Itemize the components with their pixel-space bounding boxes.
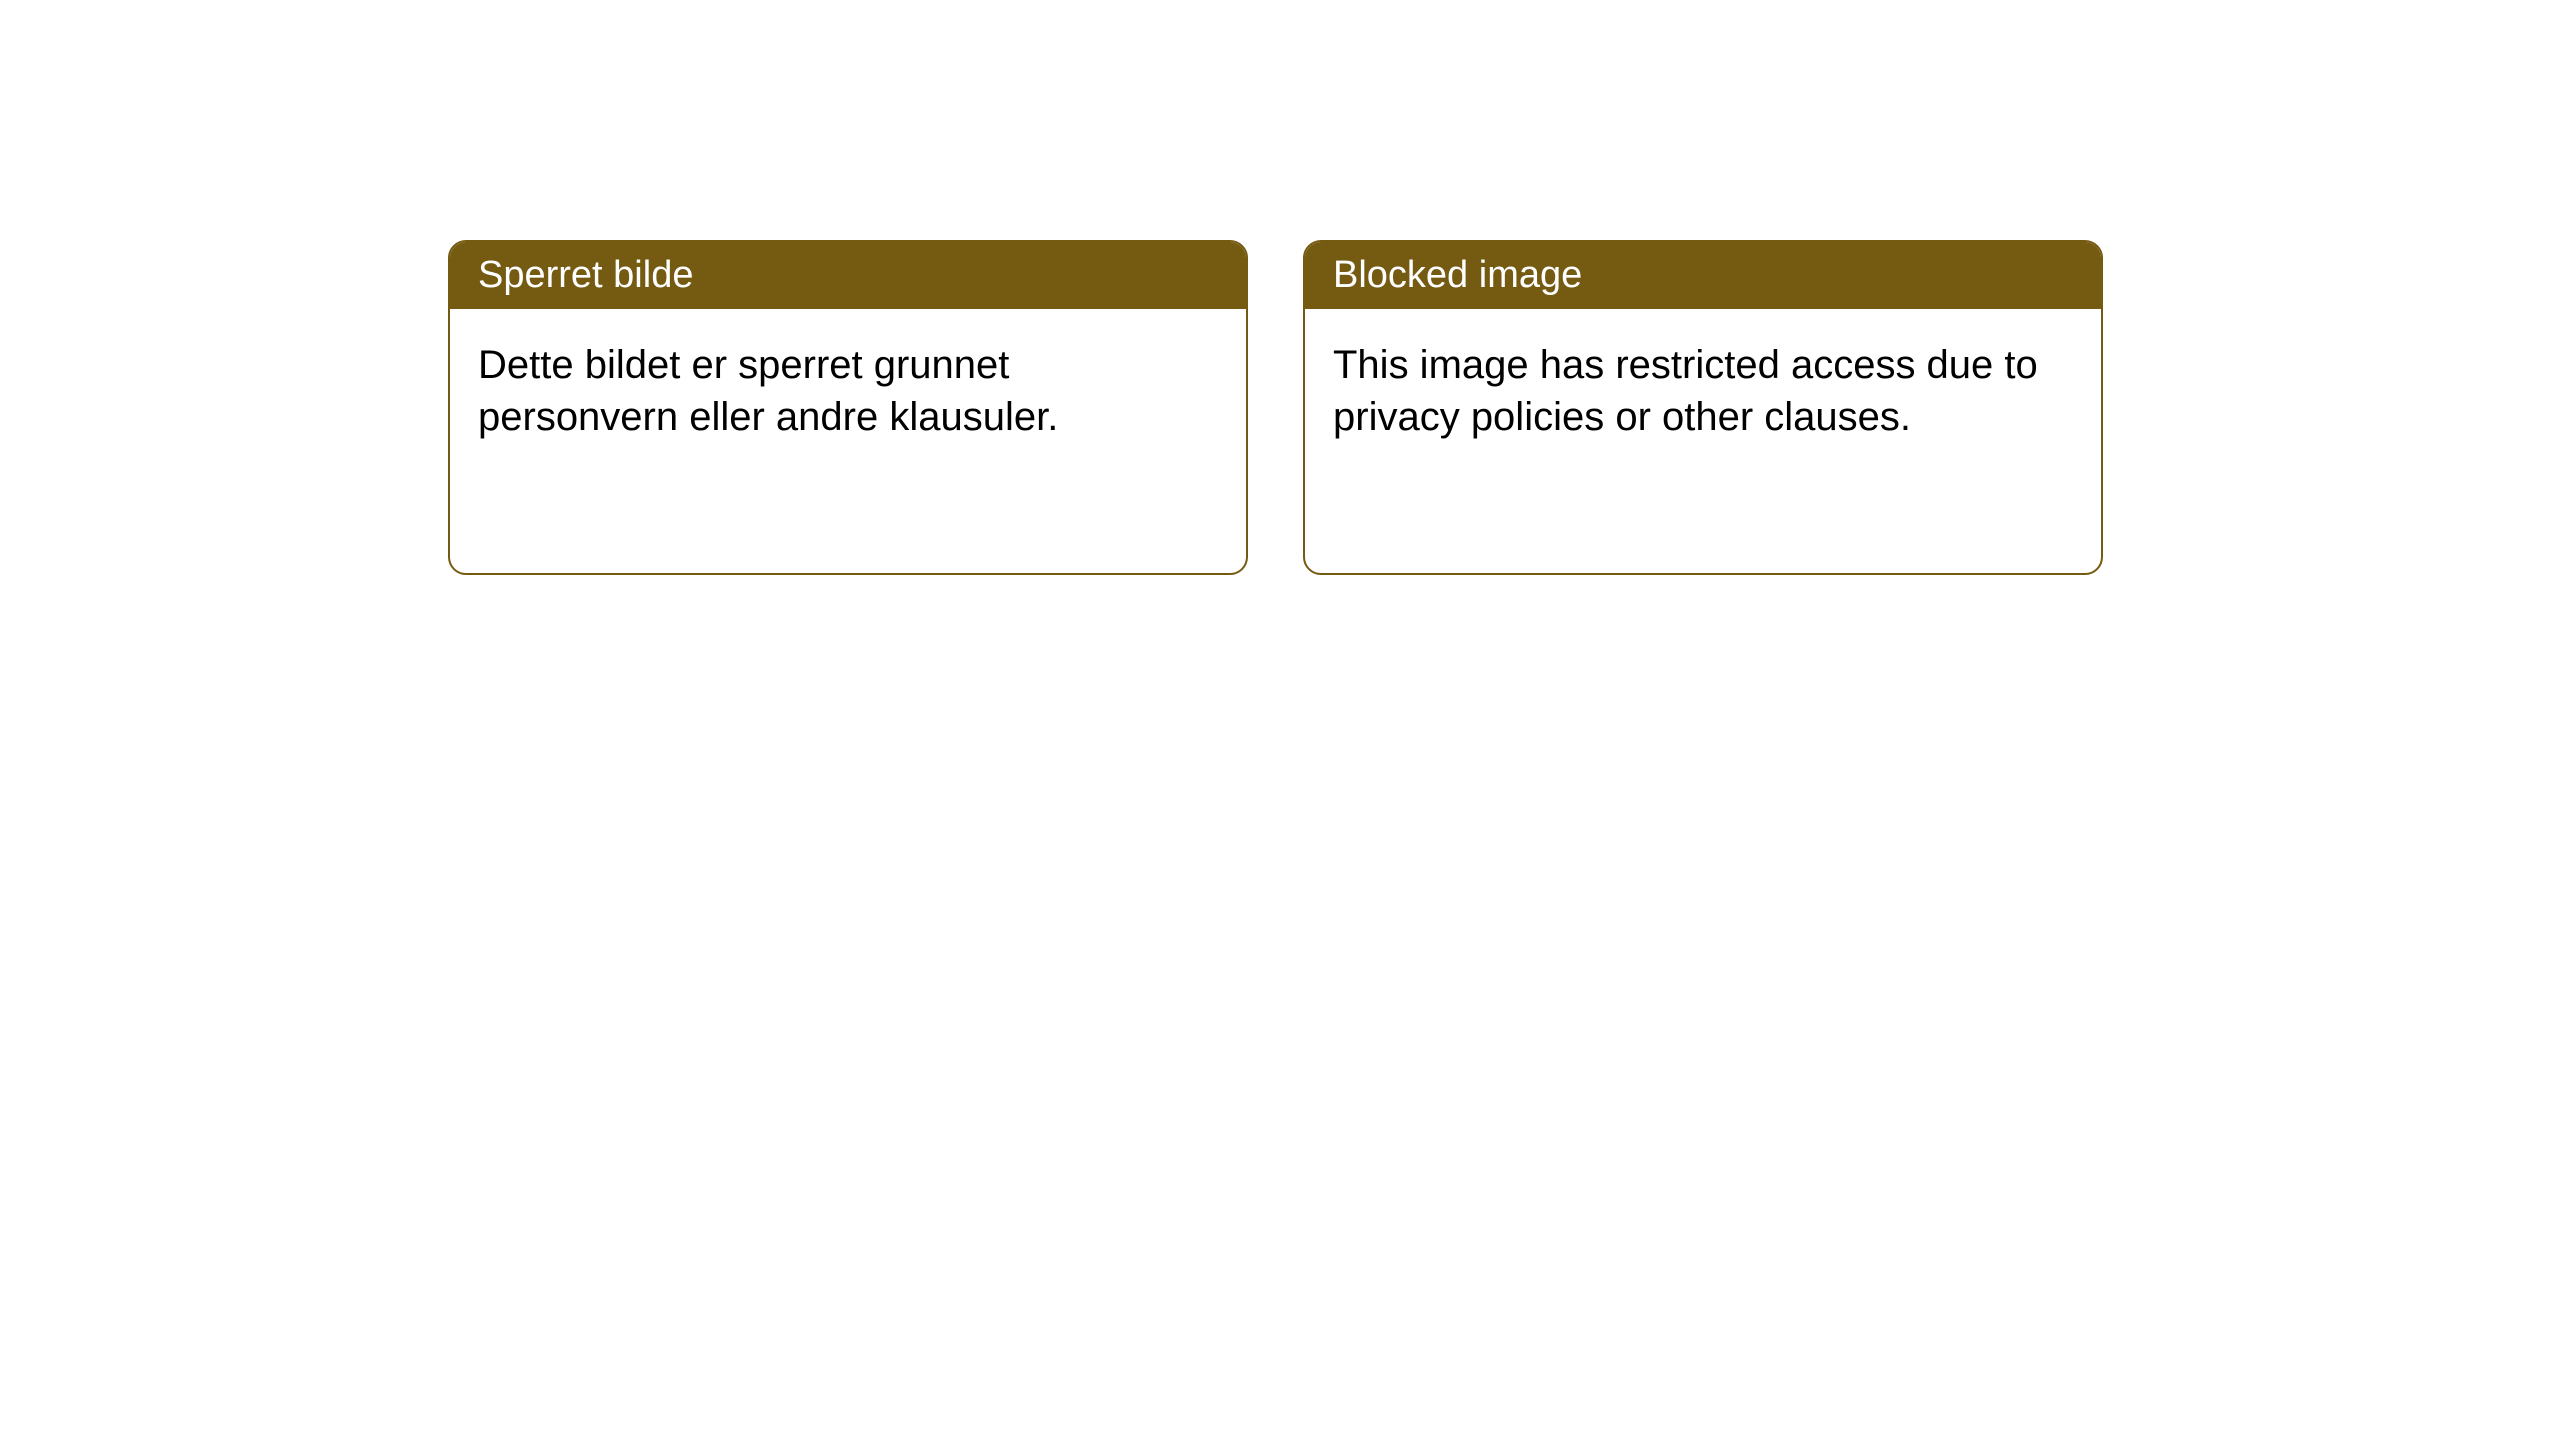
notice-card-title: Blocked image [1333, 254, 1582, 296]
notice-card-message: This image has restricted access due to … [1333, 343, 2038, 439]
notice-card-english: Blocked image This image has restricted … [1303, 240, 2103, 575]
notice-card-header: Blocked image [1305, 242, 2101, 309]
notice-card-message: Dette bildet er sperret grunnet personve… [478, 343, 1058, 439]
notice-card-header: Sperret bilde [450, 242, 1246, 309]
notice-card-title: Sperret bilde [478, 254, 693, 296]
notice-cards-container: Sperret bilde Dette bildet er sperret gr… [0, 0, 2560, 575]
notice-card-body: Dette bildet er sperret grunnet personve… [450, 309, 1246, 473]
notice-card-body: This image has restricted access due to … [1305, 309, 2101, 473]
notice-card-norwegian: Sperret bilde Dette bildet er sperret gr… [448, 240, 1248, 575]
